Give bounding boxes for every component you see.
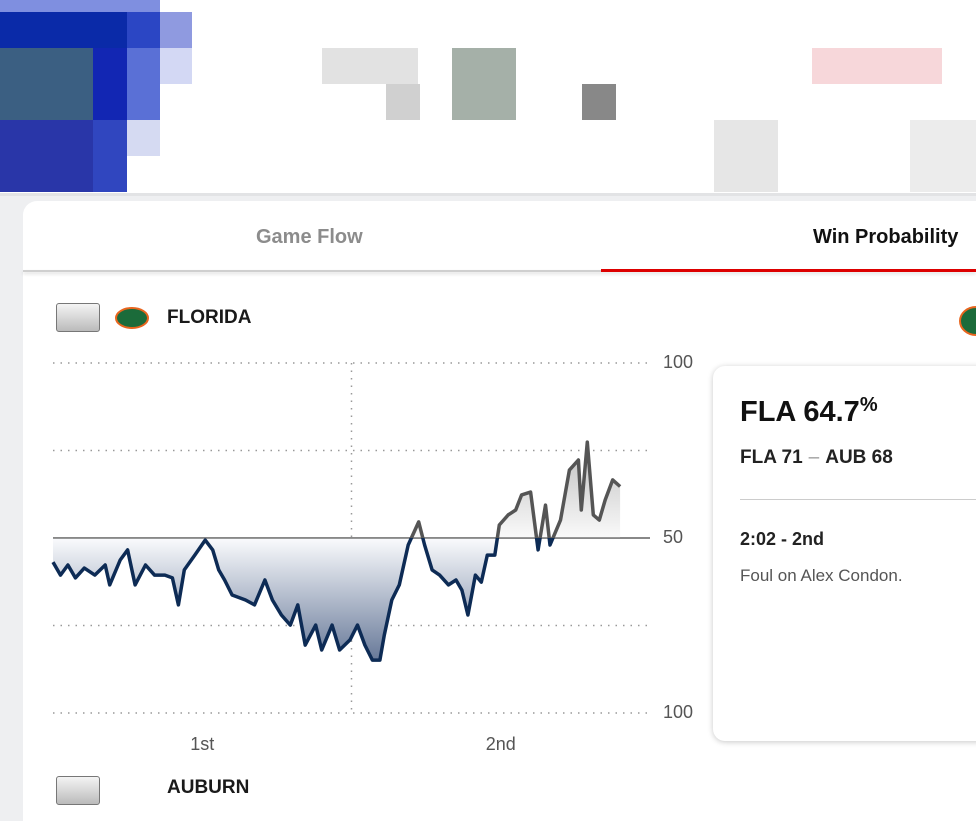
score: FLA 71– AUB 68 [740, 447, 893, 469]
info-card [713, 366, 976, 741]
win-probability: FLA 64.7% [740, 394, 878, 429]
line [51, 440, 622, 662]
y-tick-label: 50 [663, 527, 683, 547]
y-tick-label: 100 [663, 352, 693, 372]
team-logo [959, 306, 976, 336]
tab-indicator [601, 269, 976, 272]
header-shadow [0, 193, 976, 196]
area [53, 442, 621, 661]
chart: 100 50 100 1st 2nd [51, 306, 976, 754]
toggle[interactable] [56, 303, 100, 332]
team-name: FLORIDA [167, 307, 252, 328]
unit: % [859, 394, 878, 416]
probability: 64.7 [803, 396, 860, 428]
team-logo [115, 307, 149, 329]
divider [740, 499, 976, 500]
score-sep: – [808, 447, 820, 468]
x-tick-label: 1st [190, 734, 214, 754]
y-tick-label: 100 [663, 702, 693, 722]
x-tick-label: 2nd [486, 734, 516, 754]
tab[interactable]: Game Flow [256, 226, 363, 248]
tab-divider [23, 270, 976, 272]
logos [115, 306, 976, 336]
game-clock: 2:02 - 2nd [740, 529, 825, 549]
team-abbr: FLA [740, 396, 796, 428]
score-home: FLA 71 [740, 447, 803, 468]
header-banner [0, 0, 976, 193]
score-away: AUB 68 [825, 447, 893, 468]
tab-active[interactable]: Win Probability [813, 226, 959, 248]
play-description: Foul on Alex Condon. [740, 566, 903, 585]
